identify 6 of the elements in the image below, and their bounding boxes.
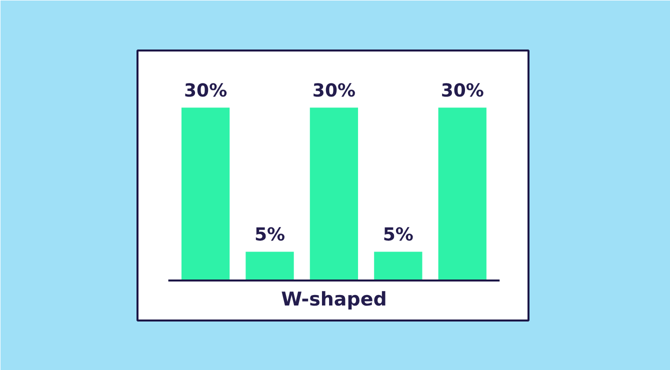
data-label: 30% — [440, 80, 484, 102]
data-label: 5% — [254, 224, 286, 246]
data-label: 30% — [184, 80, 228, 102]
x-axis-title: W-shaped — [281, 288, 387, 311]
data-label: 30% — [312, 80, 356, 102]
data-label: 5% — [382, 224, 414, 246]
